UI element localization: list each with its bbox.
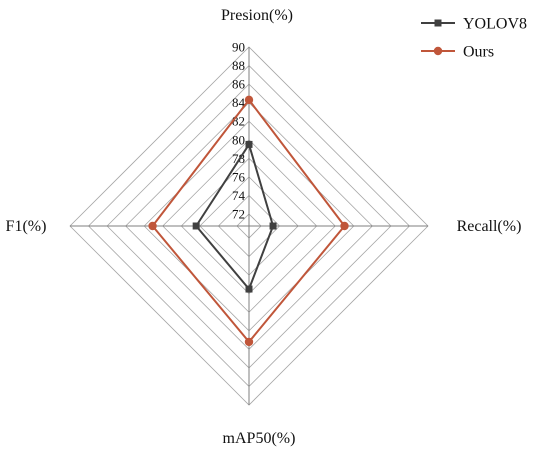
tick-label-74: 74: [232, 188, 246, 203]
data-point-0-0: [245, 140, 253, 148]
data-point-0-1: [269, 222, 277, 230]
data-point-0-3: [192, 222, 200, 230]
axis-labels: Presion(%) Recall(%) mAP50(%) F1(%): [6, 7, 522, 447]
tick-label-82: 82: [232, 114, 245, 129]
legend-marker-0: [434, 19, 442, 27]
tick-label-86: 86: [232, 77, 246, 92]
axis-label-3: F1(%): [6, 218, 47, 235]
series-yolov8: [192, 140, 277, 293]
data-point-0-2: [245, 285, 253, 293]
legend: YOLOV8 Ours: [421, 16, 527, 61]
axes-layer: [70, 47, 428, 405]
legend-label-0: YOLOV8: [463, 16, 527, 33]
legend-label-1: Ours: [463, 44, 494, 61]
legend-item-0: YOLOV8: [421, 16, 527, 33]
axis-label-1: Recall(%): [457, 218, 522, 235]
legend-marker-1: [433, 46, 443, 56]
tick-label-90: 90: [232, 40, 245, 55]
tick-label-88: 88: [232, 58, 245, 73]
series-ours: [148, 95, 349, 347]
data-point-1-0: [244, 95, 254, 105]
tick-label-72: 72: [232, 207, 245, 222]
tick-label-80: 80: [232, 132, 245, 147]
data-point-1-1: [340, 221, 349, 231]
data-point-1-2: [244, 337, 254, 347]
axis-label-2: mAP50(%): [223, 430, 296, 447]
axis-label-0: Presion(%): [221, 7, 293, 24]
tick-label-84: 84: [232, 95, 246, 110]
data-point-1-3: [148, 221, 157, 231]
legend-item-1: Ours: [421, 44, 494, 61]
tick-label-76: 76: [232, 169, 246, 184]
series-layer: [148, 95, 349, 347]
